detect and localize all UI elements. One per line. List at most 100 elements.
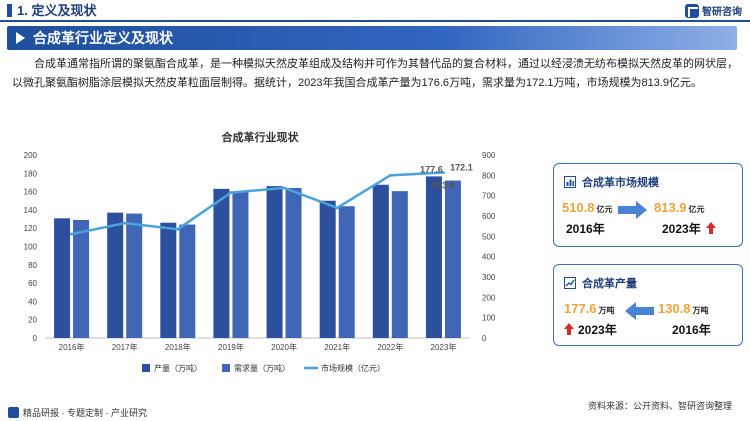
market-card-title: 合成革市场规模 xyxy=(582,177,659,189)
data-label-market: 813.9 xyxy=(432,181,455,191)
intro-paragraph: 合成革通常指所谓的聚氨酯合成革，是一种模拟天然皮革组成及结构并可作为其替代品的复… xyxy=(12,58,738,89)
output-2023-value: 177.6 万吨 xyxy=(564,301,615,316)
output-2016-value: 130.8 万吨 xyxy=(658,301,709,316)
source-note: 资料来源：公开资料、智研咨询整理 xyxy=(587,401,732,411)
market-2016-year: 2016年 xyxy=(566,222,605,236)
chart-title: 合成革行业现状 xyxy=(221,132,299,144)
output-card-title: 合成革产量 xyxy=(582,278,637,290)
right-arrow-icon xyxy=(618,201,647,219)
market-size-point xyxy=(282,186,286,190)
y-left-tick-label: 60 xyxy=(28,279,37,288)
output-card-header: 合成革产量 xyxy=(564,275,637,291)
x-tick-label: 2016年 xyxy=(59,342,85,352)
output-2016-year: 2016年 xyxy=(672,323,711,337)
legend-label-market: 市场规模（亿元） xyxy=(321,363,385,373)
legend-label-production: 产量（万吨） xyxy=(154,363,202,373)
top-header-bar: 1. 定义及现状 智研咨询 xyxy=(0,0,750,22)
legend-label-demand: 需求量（万吨） xyxy=(234,363,290,373)
market-size-point xyxy=(441,171,445,175)
y-left-tick-label: 40 xyxy=(28,297,37,306)
legend-swatch-production xyxy=(142,364,150,372)
section-banner: 合成革行业定义及现状 xyxy=(7,26,737,50)
y-right-tick-label: 300 xyxy=(482,273,496,282)
logo-icon xyxy=(685,3,699,18)
market-size-card: 合成革市场规模 510.8 亿元 813.9 亿元 2016年 2023年 xyxy=(553,163,743,247)
x-tick-label: 2019年 xyxy=(218,342,244,352)
market-2023-year: 2023年 xyxy=(662,222,701,236)
section-label: 1. 定义及现状 xyxy=(17,3,97,18)
market-size-line xyxy=(71,171,444,236)
y-right-tick-label: 500 xyxy=(482,232,496,241)
y-left-tick-label: 140 xyxy=(24,206,38,215)
banner-title: 合成革行业定义及现状 xyxy=(33,30,173,46)
bar-demand xyxy=(232,191,249,338)
y-right-tick-label: 700 xyxy=(482,192,496,201)
x-tick-label: 2021年 xyxy=(324,342,350,352)
x-tick-label: 2020年 xyxy=(271,342,297,352)
y-left-tick-label: 100 xyxy=(24,243,38,252)
output-2023-year: 2023年 xyxy=(578,323,617,337)
output-2023-unit: 万吨 xyxy=(598,306,615,315)
y-right-tick-label: 800 xyxy=(482,171,496,180)
bar-production xyxy=(372,184,389,338)
y-right-tick-label: 400 xyxy=(482,253,496,262)
y-left-tick-label: 200 xyxy=(24,151,38,160)
line-chart-icon xyxy=(564,277,576,289)
bar-production xyxy=(425,176,442,338)
bar-demand xyxy=(126,213,143,338)
market-size-point xyxy=(388,173,392,177)
y-right-tick-label: 100 xyxy=(482,314,496,323)
y-left-tick-label: 0 xyxy=(33,334,38,343)
x-tick-label: 2017年 xyxy=(112,342,138,352)
y-left-tick-label: 20 xyxy=(28,316,37,325)
y-left-tick-label: 180 xyxy=(24,169,38,178)
bar-demand xyxy=(444,180,461,338)
market-size-point xyxy=(229,191,233,195)
data-label-demand: 172.1 xyxy=(450,163,473,173)
bar-demand xyxy=(285,187,302,338)
chart-canvas: 0 20 40 60 80 100 120 140 160 180 200 0 100 200 300 400… xyxy=(24,151,496,373)
bar-production xyxy=(54,218,71,338)
y-left-tick-label: 120 xyxy=(24,224,38,233)
x-tick-label: 2018年 xyxy=(165,342,191,352)
output-card: 合成革产量 177.6 万吨 130.8 万吨 2023年 2016年 xyxy=(553,264,743,346)
market-size-point xyxy=(123,221,127,225)
bar-chart-icon xyxy=(564,176,576,188)
bar-demand xyxy=(73,219,90,338)
brand-logo: 智研咨询 xyxy=(685,3,742,18)
bar-production xyxy=(160,222,177,338)
y-right-tick-label: 900 xyxy=(482,151,496,160)
y-left-tick-label: 160 xyxy=(24,188,38,197)
y-right-tick-label: 600 xyxy=(482,212,496,221)
header-accent-mark xyxy=(7,4,12,17)
x-tick-label: 2022年 xyxy=(377,342,403,352)
y-left-tick-label: 80 xyxy=(28,261,37,270)
play-arrow-icon xyxy=(16,32,25,44)
header-divider xyxy=(0,20,750,22)
red-up-arrow-icon xyxy=(564,323,574,335)
market-size-point xyxy=(335,206,339,210)
legend-swatch-demand xyxy=(222,364,230,372)
bar-production xyxy=(213,188,230,338)
red-up-arrow-icon xyxy=(706,222,716,234)
y-right-tick-label: 0 xyxy=(482,334,487,343)
output-2016-unit: 万吨 xyxy=(692,306,709,315)
market-size-point xyxy=(70,232,74,236)
bar-production xyxy=(107,212,124,338)
market-size-point xyxy=(176,227,180,231)
market-2016-value: 510.8 亿元 xyxy=(562,200,613,215)
bar-demand xyxy=(179,224,196,338)
y-right-tick-label: 200 xyxy=(482,293,496,302)
market-2023-unit: 亿元 xyxy=(688,205,705,214)
left-arrow-icon xyxy=(625,302,654,320)
market-2016-unit: 亿元 xyxy=(596,205,613,214)
footer-tagline: 精品研报 · 专题定制 · 产业研究 xyxy=(8,406,147,419)
x-tick-label: 2023年 xyxy=(431,342,457,352)
bar-demand xyxy=(338,206,355,338)
bar-demand xyxy=(391,191,408,338)
bar-production xyxy=(266,186,283,338)
bar-production xyxy=(319,200,336,338)
market-card-header: 合成革市场规模 xyxy=(564,174,659,190)
data-label-production: 177.6 xyxy=(420,164,443,174)
brand-square-icon xyxy=(8,407,19,418)
